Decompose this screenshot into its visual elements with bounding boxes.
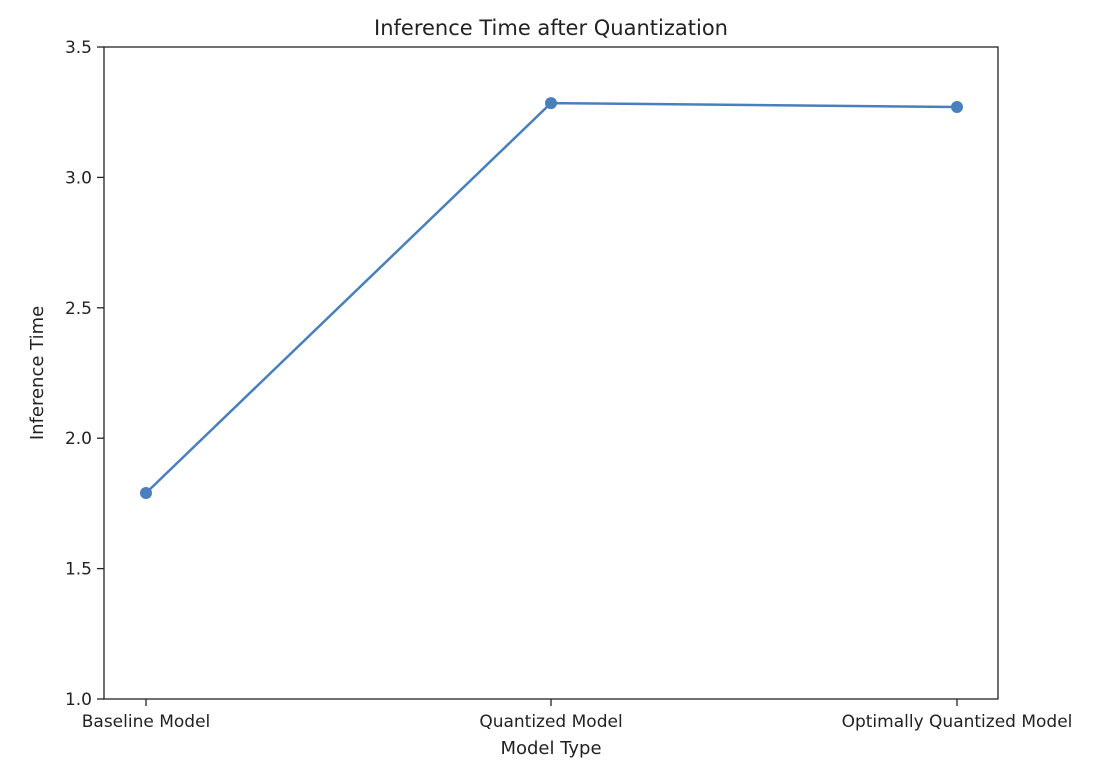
data-point: [545, 97, 557, 110]
x-tick-label: Quantized Model: [479, 712, 622, 732]
data-point: [140, 486, 152, 499]
y-tick-label: 1.5: [65, 560, 92, 580]
y-tick-label: 3.5: [65, 38, 92, 58]
x-axis: Baseline Model Quantized Model Optimally Q…: [82, 699, 1073, 732]
y-tick-label: 2.5: [65, 299, 92, 319]
y-tick-label: 2.0: [65, 429, 92, 449]
y-tick-label: 1.0: [65, 690, 92, 710]
chart-title: Inference Time after Quantization: [374, 16, 728, 40]
data-point: [951, 100, 963, 113]
series-layer: [140, 97, 963, 499]
y-axis-title: Inference Time: [27, 306, 48, 440]
x-tick-label: Optimally Quantized Model: [842, 712, 1073, 732]
plot-area: [103, 46, 999, 700]
x-tick-label: Baseline Model: [82, 712, 211, 732]
x-axis-title: Model Type: [500, 738, 601, 759]
y-axis: 1.0 1.5 2.0 2.5 3.0 3.5: [65, 38, 104, 710]
y-tick-label: 3.0: [65, 168, 92, 188]
